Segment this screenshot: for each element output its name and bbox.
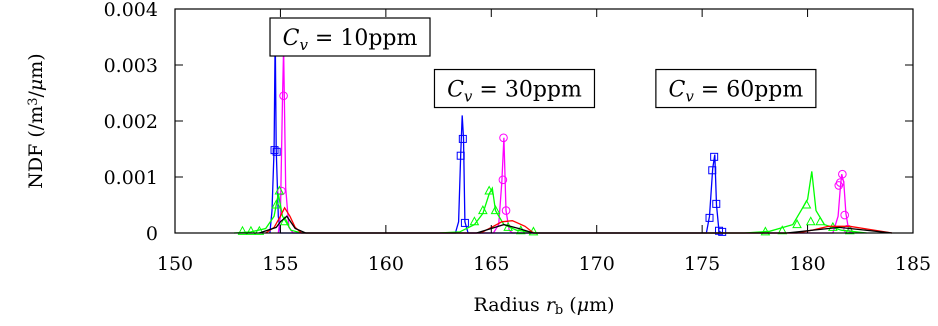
data-point [501, 206, 511, 215]
data-point [838, 169, 847, 179]
data-point [712, 199, 721, 208]
series-3 [265, 206, 893, 234]
data-point [801, 199, 812, 209]
data-point [254, 225, 265, 235]
data-point [279, 216, 290, 226]
y-tick-label: 0.004 [104, 0, 158, 21]
annotations-layer: Cv = 10ppm Cv = 30ppm Cv = 60ppm [269, 17, 817, 109]
annotation-box [269, 17, 431, 57]
data-point [805, 216, 816, 226]
data-point [792, 219, 802, 229]
series-line [233, 171, 867, 234]
data-point [705, 213, 714, 222]
annotation-text: Cv = 10ppm [283, 26, 418, 54]
data-point [840, 210, 849, 220]
data-point [484, 185, 495, 195]
annotation-0: Cv = 10ppm [269, 17, 431, 57]
y-tick-label: 0.001 [104, 167, 158, 189]
data-point [274, 185, 285, 195]
y-tick-label: 0 [146, 223, 158, 245]
annotation-text: Cv = 30ppm [447, 78, 582, 106]
annotation-box [655, 68, 817, 109]
y-tick-label: 0.003 [104, 55, 158, 77]
series-0 [269, 31, 727, 236]
y-axis-title: NDF (/m3​/μm) [25, 53, 47, 188]
data-point [777, 225, 788, 235]
x-axis-title: Radius rb​ (μm) [473, 294, 614, 318]
data-point [844, 225, 855, 235]
data-point [490, 205, 501, 215]
data-point [279, 91, 288, 101]
data-point [246, 225, 256, 235]
x-tick-label: 160 [368, 253, 404, 275]
series-line [265, 206, 893, 234]
data-point [718, 227, 727, 236]
data-point [478, 205, 488, 215]
annotation-text: Cv = 60ppm [668, 78, 803, 106]
data-point [237, 225, 248, 235]
data-point [815, 216, 826, 226]
data-point [499, 133, 508, 143]
data-point [710, 152, 719, 161]
data-point [469, 216, 480, 226]
x-tick-label: 180 [789, 253, 825, 275]
data-point [277, 186, 286, 196]
annotation-2: Cv = 60ppm [655, 68, 817, 109]
data-point [270, 146, 279, 155]
x-tick-label: 155 [262, 253, 298, 275]
annotation-box [433, 68, 596, 109]
x-tick-label: 175 [684, 253, 720, 275]
axes-layer: 150 155 160 165 170 175 180 185 0 0.001 0.002 0.003… [25, 0, 931, 318]
data-point [458, 134, 467, 143]
data-point [456, 151, 465, 160]
data-point [835, 178, 845, 187]
x-tick-label: 185 [895, 253, 931, 275]
data-point [708, 166, 717, 175]
y-tick-label: 0.002 [104, 111, 158, 133]
annotation-1: Cv = 30ppm [433, 68, 596, 109]
x-tick-label: 165 [473, 253, 509, 275]
data-point [460, 218, 469, 227]
series-4 [259, 215, 892, 234]
data-point [498, 175, 508, 185]
data-point [272, 147, 281, 156]
x-tick-label: 170 [579, 253, 615, 275]
series-layer [233, 31, 893, 236]
data-point [271, 199, 282, 209]
data-point [760, 226, 771, 236]
series-2 [233, 171, 867, 236]
series-line [259, 215, 892, 234]
series-line [269, 31, 723, 234]
x-tick-label: 150 [157, 253, 193, 275]
